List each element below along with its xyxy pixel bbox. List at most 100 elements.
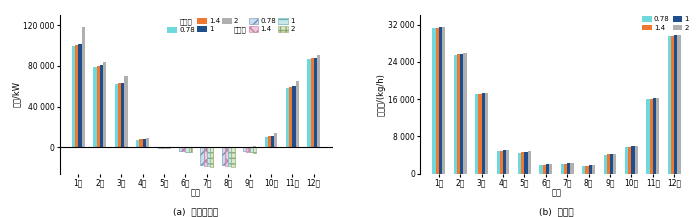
Bar: [567, 163, 570, 174]
Bar: [435, 28, 439, 174]
Bar: [485, 93, 488, 174]
Bar: [646, 99, 650, 174]
Bar: [442, 27, 445, 174]
Bar: [540, 165, 542, 174]
Bar: [546, 164, 549, 174]
Bar: [200, 147, 204, 166]
Bar: [75, 45, 78, 147]
Bar: [307, 59, 311, 147]
Bar: [228, 147, 231, 166]
Bar: [115, 84, 118, 147]
Bar: [625, 147, 628, 174]
Bar: [265, 137, 267, 147]
Bar: [678, 35, 680, 174]
Bar: [271, 136, 274, 147]
Bar: [653, 98, 656, 174]
Bar: [454, 55, 457, 174]
Bar: [500, 151, 503, 174]
Bar: [518, 153, 522, 174]
Bar: [136, 140, 139, 147]
Text: (b)  加湿量: (b) 加湿量: [539, 208, 574, 217]
Bar: [99, 66, 103, 147]
Bar: [167, 147, 170, 148]
Bar: [182, 147, 186, 151]
Legend: 0.78, 1.4, 1, 2: 0.78, 1.4, 1, 2: [641, 15, 690, 31]
Bar: [204, 147, 206, 166]
Bar: [295, 81, 299, 147]
Bar: [93, 67, 97, 147]
Bar: [674, 35, 678, 174]
Bar: [231, 147, 234, 167]
Bar: [656, 98, 659, 174]
Bar: [125, 76, 127, 147]
Bar: [528, 151, 531, 174]
Y-axis label: 负荷/kW: 负荷/kW: [11, 81, 20, 107]
Bar: [549, 164, 552, 174]
Bar: [72, 46, 75, 147]
Text: (a)  冷／热负荷: (a) 冷／热负荷: [174, 208, 218, 217]
Bar: [607, 155, 610, 174]
Bar: [289, 87, 293, 147]
Bar: [582, 166, 585, 174]
Bar: [274, 133, 277, 147]
Y-axis label: 加湿量/(kg/h): 加湿量/(kg/h): [377, 73, 386, 116]
Bar: [585, 166, 589, 174]
Bar: [222, 147, 225, 166]
Bar: [139, 139, 143, 147]
Bar: [463, 53, 467, 174]
Bar: [570, 163, 573, 174]
Bar: [524, 152, 528, 174]
Bar: [179, 147, 182, 151]
Bar: [482, 94, 485, 174]
Bar: [589, 165, 591, 174]
Legend: 热负荷, 0.78, 1.4, 1, 2, 冷负荷, 0.78, 1.4, 1, 2: 热负荷, 0.78, 1.4, 1, 2, 冷负荷, 0.78, 1.4, 1,…: [167, 17, 295, 34]
Bar: [592, 165, 595, 174]
Bar: [243, 147, 246, 151]
Bar: [542, 165, 546, 174]
Bar: [314, 58, 317, 147]
Bar: [475, 94, 478, 174]
Bar: [188, 147, 192, 152]
Bar: [143, 139, 146, 147]
Bar: [457, 54, 460, 174]
Bar: [317, 55, 320, 147]
Bar: [286, 88, 289, 147]
Bar: [503, 150, 506, 174]
Bar: [210, 147, 213, 167]
Bar: [668, 36, 671, 174]
Bar: [650, 99, 653, 174]
Bar: [161, 147, 164, 148]
Bar: [610, 154, 613, 174]
Bar: [225, 147, 228, 166]
Bar: [186, 147, 188, 152]
Bar: [671, 36, 674, 174]
Bar: [146, 138, 149, 147]
Bar: [78, 44, 81, 147]
Bar: [118, 83, 121, 147]
Bar: [564, 164, 567, 174]
Bar: [311, 58, 314, 147]
Bar: [478, 94, 482, 174]
Bar: [506, 150, 510, 174]
Bar: [433, 28, 435, 174]
Bar: [496, 151, 500, 174]
Bar: [164, 147, 167, 148]
Bar: [206, 147, 210, 166]
Bar: [628, 146, 631, 174]
Bar: [631, 146, 635, 174]
Bar: [267, 136, 271, 147]
Bar: [253, 147, 256, 153]
Bar: [246, 147, 249, 152]
Bar: [460, 54, 463, 174]
Bar: [97, 66, 99, 147]
X-axis label: 月份: 月份: [191, 189, 201, 198]
Bar: [158, 147, 161, 148]
Bar: [293, 86, 295, 147]
Bar: [561, 164, 564, 174]
Bar: [613, 154, 617, 174]
Bar: [81, 27, 85, 147]
Bar: [103, 62, 106, 147]
Bar: [121, 83, 125, 147]
Bar: [439, 27, 442, 174]
Bar: [522, 152, 524, 174]
